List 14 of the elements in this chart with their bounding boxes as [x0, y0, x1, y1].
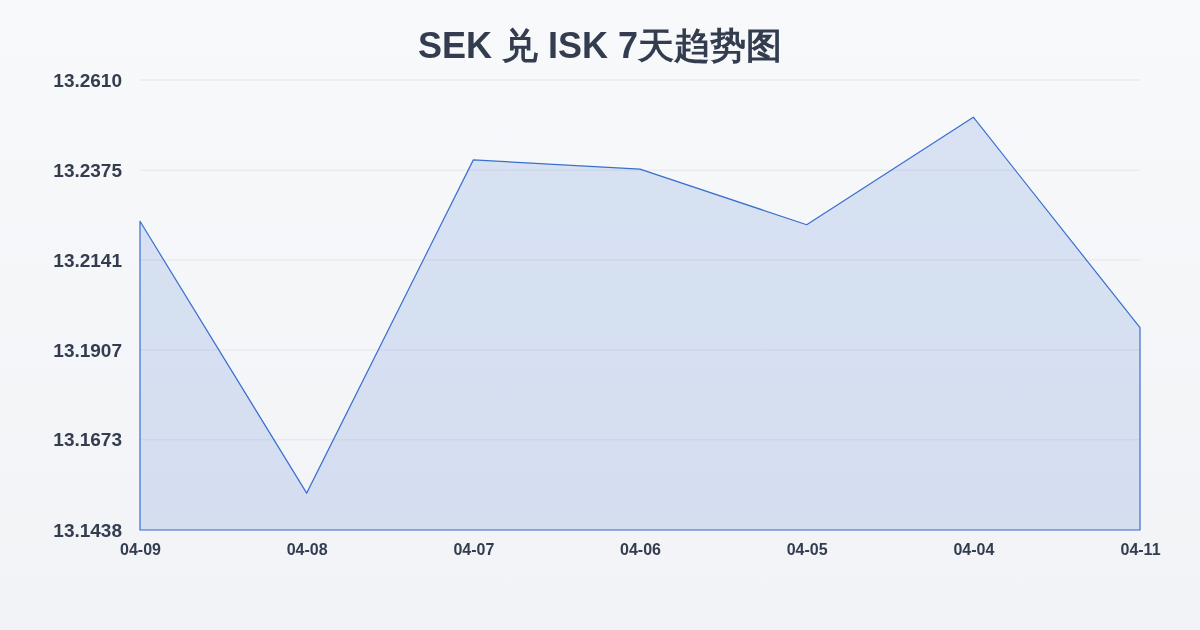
- x-tick-label: 04-06: [620, 541, 662, 559]
- x-tick-label: 04-09: [120, 541, 162, 559]
- x-tick-label: 04-04: [953, 541, 995, 559]
- x-tick-label: 04-08: [286, 541, 328, 559]
- y-tick-label: 13.2610: [53, 69, 122, 91]
- x-tick-label: 04-11: [1120, 541, 1161, 559]
- y-tick-label: 13.1438: [53, 519, 122, 541]
- chart-title: SEK 兑 ISK 7天趋势图: [417, 25, 783, 66]
- y-tick-label: 13.2141: [53, 249, 123, 271]
- y-tick-label: 13.2375: [53, 159, 123, 181]
- x-tick-label: 04-05: [786, 541, 828, 559]
- y-tick-label: 13.1673: [53, 429, 122, 451]
- y-tick-label: 13.1907: [53, 339, 122, 361]
- x-tick-label: 04-07: [453, 541, 495, 559]
